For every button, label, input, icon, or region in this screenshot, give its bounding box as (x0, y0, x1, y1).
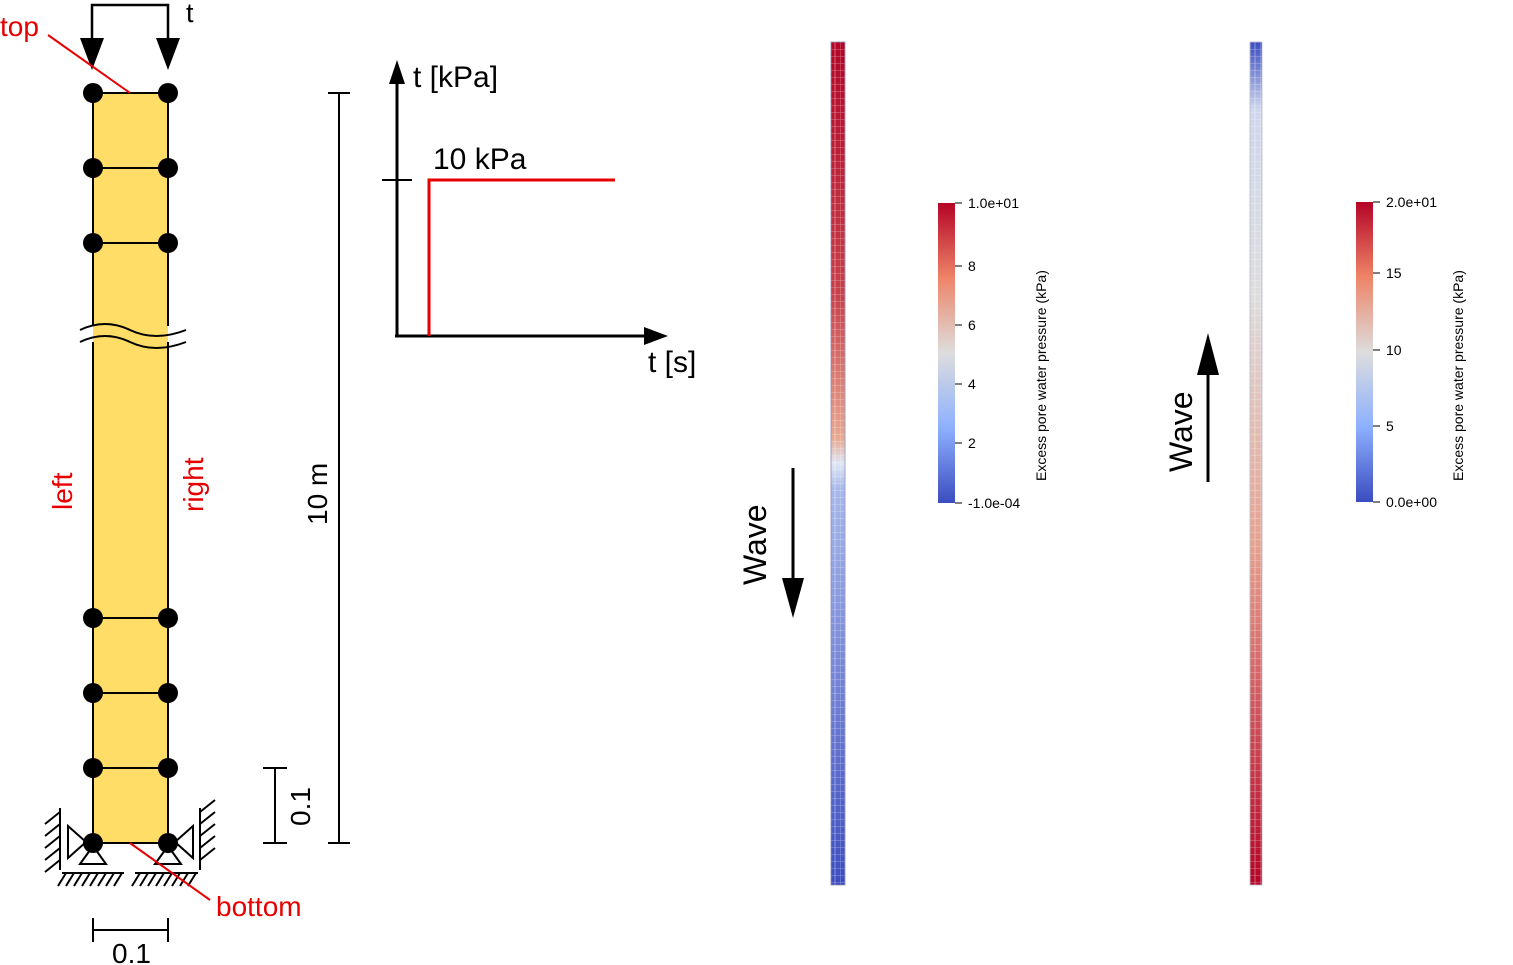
break-line-bottom (79, 335, 187, 349)
node (158, 683, 178, 703)
colorbar-up-title: Excess pore water pressure (kPa) (1450, 270, 1466, 481)
tick-label: 2.0e+01 (1386, 194, 1437, 210)
colorbar-down-title: Excess pore water pressure (kPa) (1033, 270, 1049, 481)
mesh-outline (1249, 41, 1263, 886)
node (83, 83, 103, 103)
node (83, 608, 103, 628)
node (83, 158, 103, 178)
tick-label: -1.0e-04 (968, 495, 1020, 511)
load-arrow-right-icon (156, 38, 180, 70)
right-roller-icon (173, 823, 194, 861)
colorbar-down-ticks (955, 202, 962, 504)
tick-label: 4 (968, 376, 976, 392)
nodes (83, 83, 178, 778)
wave-down-label: Wave (737, 504, 773, 585)
result-wave-down: Wave 1.0e+01 8 6 4 2 -1.0e-04 Excess por… (737, 41, 1049, 886)
width-label: 0.1 (112, 938, 151, 965)
colorbar-down-labels: 1.0e+01 8 6 4 2 -1.0e-04 (968, 195, 1020, 511)
dimension-10m (328, 92, 350, 844)
load-arrow-left-icon (80, 38, 104, 70)
tick-label: 15 (1386, 265, 1402, 281)
wave-down-arrow-icon (782, 578, 804, 618)
column-model: t (0, 0, 350, 965)
dimension-element (263, 767, 287, 844)
tick-label: 5 (1386, 418, 1394, 434)
node (83, 683, 103, 703)
result-wave-up: Wave 2.0e+01 15 10 5 0.0e+00 Excess pore… (1163, 41, 1466, 886)
element-lines (93, 167, 168, 769)
graph-value-label: 10 kPa (433, 143, 527, 176)
right-wall-hatch (199, 799, 216, 861)
left-pin-icon (78, 844, 108, 865)
top-leader (47, 34, 131, 94)
mesh-overlay (1250, 42, 1262, 885)
node (83, 833, 103, 853)
tick-label: 6 (968, 317, 976, 333)
tick-label: 1.0e+01 (968, 195, 1019, 211)
right-ground-hatch (131, 872, 197, 887)
bottom-label: bottom (216, 891, 302, 922)
colorbar-up-labels: 2.0e+01 15 10 5 0.0e+00 (1386, 194, 1437, 510)
supports (44, 799, 216, 887)
node (158, 758, 178, 778)
node (158, 608, 178, 628)
left-label: left (47, 472, 78, 510)
node (158, 83, 178, 103)
node (83, 233, 103, 253)
y-axis-arrow-icon (389, 60, 405, 84)
bottom-leader (129, 842, 211, 901)
left-wall-hatch (44, 811, 61, 873)
mesh-overlay (831, 42, 845, 885)
top-label: top (0, 11, 39, 42)
tick-label: 2 (968, 435, 976, 451)
height-label: 10 m (302, 463, 333, 525)
graph-y-label: t [kPa] (413, 61, 498, 94)
mesh-outline (830, 41, 846, 886)
graph-x-label: t [s] (648, 346, 696, 379)
load-graph: t [kPa] t [s] 10 kPa (382, 60, 696, 379)
colorbar-up (1356, 202, 1373, 502)
x-axis-arrow-icon (644, 327, 668, 345)
colorbar-down (938, 203, 955, 503)
tick-label: 10 (1386, 342, 1402, 358)
wave-up-arrow-icon (1197, 333, 1219, 375)
node (158, 233, 178, 253)
colorbar-up-ticks (1373, 201, 1380, 503)
soil-column (92, 92, 169, 844)
left-roller-icon (67, 823, 88, 861)
break-line-top (79, 323, 187, 337)
left-ground-hatch (57, 872, 123, 887)
tick-label: 0.0e+00 (1386, 494, 1437, 510)
right-label: right (178, 457, 209, 512)
wave-up-label: Wave (1163, 391, 1199, 472)
element-height-label: 0.1 (285, 787, 316, 826)
right-pin-icon (153, 844, 183, 865)
break-fill (93, 326, 168, 342)
dimension-width (92, 918, 169, 942)
load-step-line (427, 178, 615, 336)
node (158, 158, 178, 178)
tick-label: 8 (968, 258, 976, 274)
load-bracket (90, 3, 170, 50)
load-label: t (186, 0, 194, 28)
node (158, 833, 178, 853)
node (83, 758, 103, 778)
